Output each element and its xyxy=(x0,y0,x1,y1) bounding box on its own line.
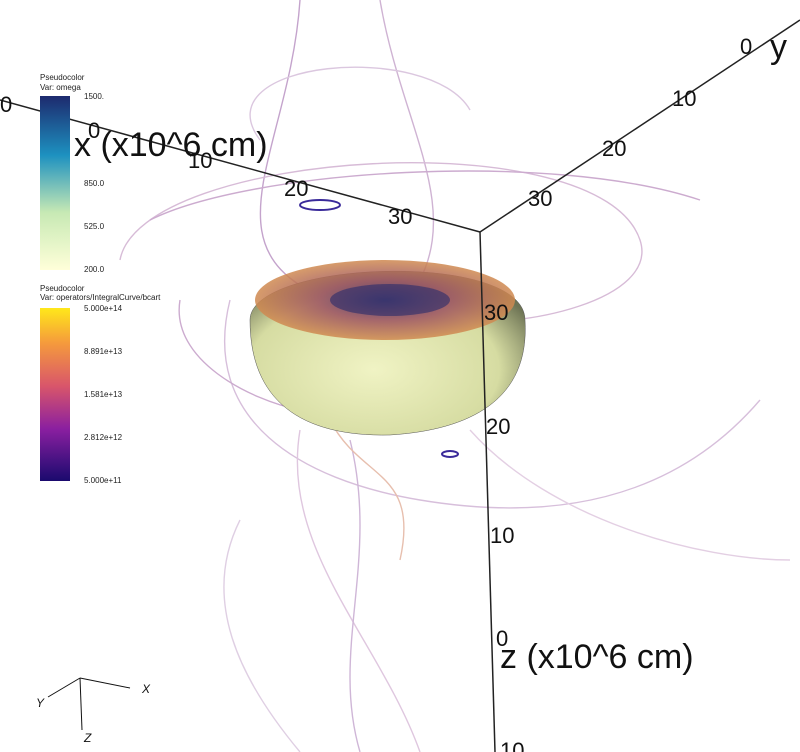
orientation-triad xyxy=(47,677,131,731)
triad-label: Y xyxy=(36,696,45,710)
x-tick-label: 0 xyxy=(0,92,12,117)
triad-label: X xyxy=(141,682,151,696)
legend-bcart: Pseudocolor Var: operators/IntegralCurve… xyxy=(40,284,161,485)
legend-tick: 1.581e+13 xyxy=(84,390,123,399)
streamlines xyxy=(119,0,791,752)
legend-tick: 5.000e+14 xyxy=(84,304,123,313)
y-tick-label: 10 xyxy=(672,86,696,111)
axes xyxy=(0,19,800,752)
y-tick-label: 20 xyxy=(602,136,626,161)
z-tick-label: 10 xyxy=(500,738,524,752)
color-bar xyxy=(40,96,70,270)
legend-var: Var: operators/IntegralCurve/bcart xyxy=(40,293,161,302)
legend-tick: 2.812e+12 xyxy=(84,433,123,442)
legend-tick: 525.0 xyxy=(84,222,105,231)
z-axis-ticks: 30 20 10 0 10 z (x10^6 cm) xyxy=(484,300,694,752)
legend-var: Var: omega xyxy=(40,83,81,92)
z-tick-label: 30 xyxy=(484,300,508,325)
legend-title: Pseudocolor xyxy=(40,284,85,293)
x-tick-label: 30 xyxy=(388,204,412,229)
x-tick-label: 20 xyxy=(284,176,308,201)
legend-tick: 850.0 xyxy=(84,179,105,188)
x-tick-label: 10 xyxy=(188,148,212,173)
x-tick-label: 0 xyxy=(88,118,100,143)
y-axis-ticks: 0 10 20 30 y xyxy=(528,28,787,211)
y-tick-label: 30 xyxy=(528,186,552,211)
legend-tick: 200.0 xyxy=(84,265,105,274)
z-tick-label: 0 xyxy=(496,626,508,651)
x-axis-ticks: 0 0 10 20 30 x (x10^6 cm) xyxy=(0,92,412,229)
legend-tick: 1500. xyxy=(84,92,104,101)
y-axis-label: y xyxy=(770,28,787,66)
torus-surface xyxy=(249,199,526,458)
legend-title: Pseudocolor xyxy=(40,73,85,82)
z-tick-label: 20 xyxy=(486,414,510,439)
x-axis-label: x (x10^6 cm) xyxy=(74,126,268,164)
triad-label: Z xyxy=(83,731,92,745)
z-tick-label: 10 xyxy=(490,523,514,548)
legend-tick: 5.000e+11 xyxy=(84,476,122,485)
z-axis-label: z (x10^6 cm) xyxy=(500,638,694,676)
color-bar xyxy=(40,308,70,481)
y-tick-label: 0 xyxy=(740,34,752,59)
legend-tick: 8.891e+13 xyxy=(84,347,123,356)
legend-omega: Pseudocolor Var: omega 1500. 850.0 525.0… xyxy=(40,73,105,274)
